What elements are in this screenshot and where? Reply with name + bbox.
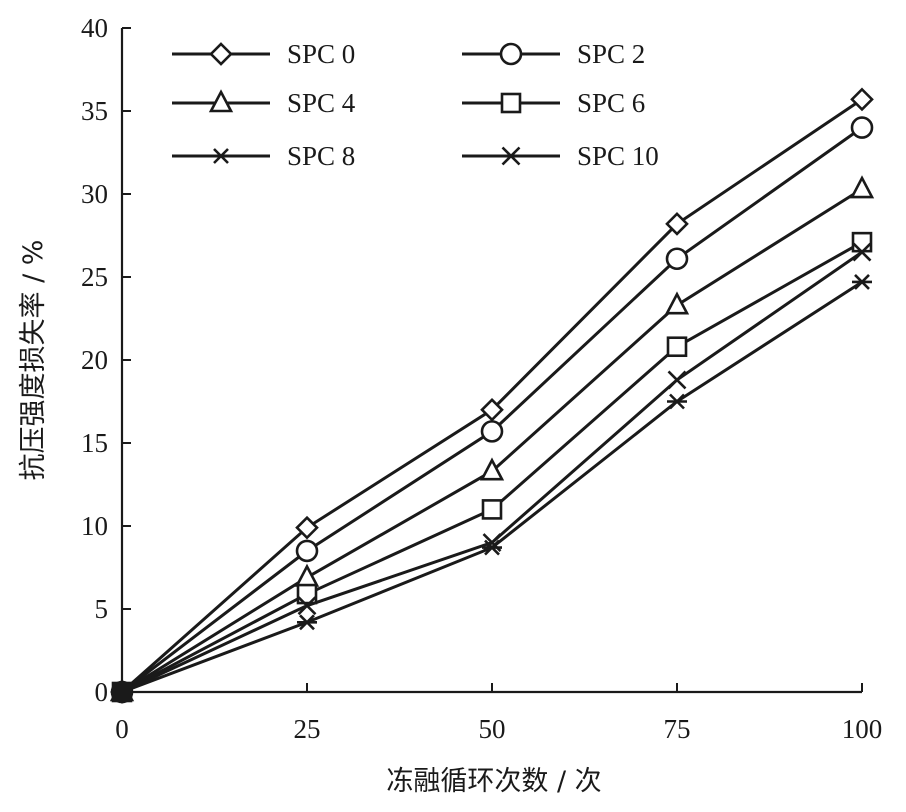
data-point-spc-2 <box>480 420 504 443</box>
data-point-spc-4 <box>294 563 320 587</box>
asterisk-stroke <box>669 393 685 410</box>
legend-item-spc-4: SPC 4 <box>172 88 356 118</box>
legend-marker <box>501 146 521 166</box>
data-point-spc-2 <box>850 116 874 139</box>
legend-marker <box>209 42 233 66</box>
data-point-spc-0 <box>850 87 874 112</box>
asterisk-stroke <box>484 539 500 556</box>
x-stroke <box>667 370 687 390</box>
x-stroke <box>482 533 502 553</box>
data-point-spc-10 <box>297 596 317 616</box>
y-tick-label: 25 <box>81 262 108 292</box>
x-tick-label: 100 <box>842 714 883 744</box>
legend-marker <box>211 148 231 164</box>
legend-label: SPC 6 <box>577 88 645 118</box>
x-tick-label: 75 <box>664 714 691 744</box>
data-point-spc-4 <box>479 457 505 481</box>
legend-label: SPC 0 <box>287 39 355 69</box>
y-tick-label: 40 <box>81 13 108 43</box>
data-point-spc-0 <box>665 212 689 236</box>
data-point-spc-6 <box>666 336 688 358</box>
asterisk-stroke <box>854 274 870 290</box>
legend-item-spc-6: SPC 6 <box>462 88 645 118</box>
x-tick-label: 0 <box>115 714 129 744</box>
x-tick-label: 25 <box>294 714 321 744</box>
legend-item-spc-8: SPC 8 <box>172 141 355 171</box>
data-point-spc-6 <box>481 499 503 520</box>
x-stroke <box>297 596 317 616</box>
legend-label: SPC 8 <box>287 141 355 171</box>
legend: SPC 0 SPC 2 SPC 4 SPC 6 SPC 8 SPC 10 <box>172 39 659 171</box>
data-point-spc-2 <box>665 247 689 271</box>
origin-marker-cluster <box>112 682 132 702</box>
x-axis-title: 冻融循环次数 / 次 <box>386 766 601 797</box>
axes: 0 5 10 15 20 25 30 35 40 0 25 50 75 100 <box>81 13 882 744</box>
data-point-spc-6 <box>296 583 318 605</box>
y-tick-label: 10 <box>81 511 108 541</box>
series-spc-0 <box>110 87 874 704</box>
legend-item-spc-10: SPC 10 <box>462 141 659 171</box>
legend-label: SPC 10 <box>577 141 659 171</box>
data-point-spc-10 <box>482 533 502 553</box>
y-tick-label: 5 <box>95 594 109 624</box>
legend-label: SPC 4 <box>287 88 356 118</box>
y-tick-label: 35 <box>81 96 108 126</box>
y-tick-label: 15 <box>81 428 108 458</box>
y-tick-label: 0 <box>95 677 109 707</box>
asterisk-stroke <box>299 614 315 631</box>
data-point-spc-4 <box>849 175 875 199</box>
data-point-spc-10 <box>852 242 872 262</box>
legend-item-spc-0: SPC 0 <box>172 39 355 69</box>
data-point-spc-0 <box>295 515 319 540</box>
legend-marker <box>208 89 234 113</box>
data-point-spc-8 <box>667 393 687 410</box>
x-tick-label: 50 <box>479 714 506 744</box>
series-line-spc-0 <box>121 98 863 694</box>
data-point-spc-6 <box>851 231 873 253</box>
data-point-spc-8 <box>297 614 317 631</box>
x-stroke <box>501 146 521 166</box>
data-point-spc-2 <box>295 539 319 563</box>
data-point-spc-4 <box>664 291 690 315</box>
series-line-spc-8 <box>121 280 863 694</box>
asterisk-stroke <box>213 148 229 164</box>
data-point-spc-8 <box>852 274 872 290</box>
data-point-spc-0 <box>480 397 504 422</box>
legend-marker <box>499 42 523 66</box>
x-stroke <box>852 242 872 262</box>
y-axis-title: 抗压强度损失率 / % <box>18 240 49 481</box>
legend-item-spc-2: SPC 2 <box>462 39 645 69</box>
legend-label: SPC 2 <box>577 39 645 69</box>
legend-marker <box>500 92 522 114</box>
y-tick-label: 20 <box>81 345 108 375</box>
y-tick-label: 30 <box>81 179 108 209</box>
data-point-spc-10 <box>667 370 687 390</box>
series-group <box>109 87 875 704</box>
